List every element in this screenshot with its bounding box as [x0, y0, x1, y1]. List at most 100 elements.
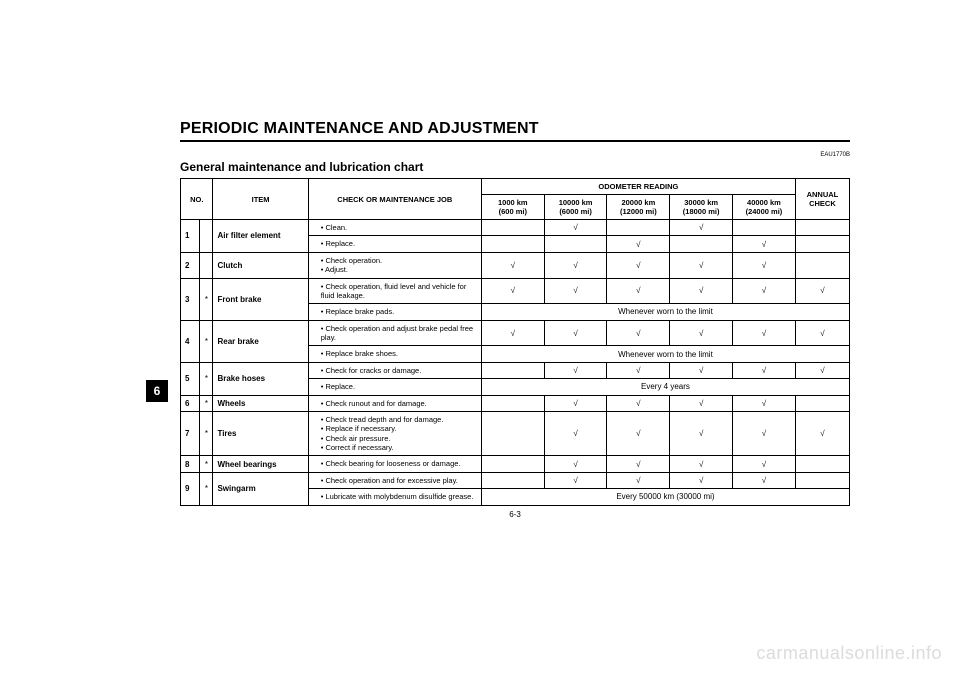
watermark: carmanualsonline.info: [756, 643, 942, 664]
cell-no: 5: [181, 362, 200, 395]
th-no: NO.: [181, 179, 213, 220]
th-odo: 30000 km(18000 mi): [670, 195, 733, 220]
cell-item: Swingarm: [213, 472, 308, 505]
cell-job: Replace.: [308, 236, 481, 252]
cell-annual: [795, 236, 849, 252]
cell-check: [481, 472, 544, 488]
cell-star: [200, 220, 213, 253]
cell-check: √: [733, 395, 796, 411]
cell-check: √: [544, 456, 607, 472]
cell-check: [481, 362, 544, 378]
cell-check: [481, 395, 544, 411]
cell-item: Wheels: [213, 395, 308, 411]
cell-check: √: [670, 472, 733, 488]
cell-job: Replace brake pads.: [308, 304, 481, 320]
page-content: PERIODIC MAINTENANCE AND ADJUSTMENT EAU1…: [180, 120, 850, 506]
cell-annual: [795, 395, 849, 411]
th-odo: 20000 km(12000 mi): [607, 195, 670, 220]
cell-item: Clutch: [213, 252, 308, 278]
th-job: CHECK OR MAINTENANCE JOB: [308, 179, 481, 220]
chapter-tab: 6: [146, 380, 168, 402]
cell-item: Air filter element: [213, 220, 308, 253]
cell-check: [481, 220, 544, 236]
cell-check: √: [670, 395, 733, 411]
cell-check: √: [733, 472, 796, 488]
cell-no: 2: [181, 252, 200, 278]
cell-check: √: [544, 362, 607, 378]
th-odo: 10000 km(6000 mi): [544, 195, 607, 220]
cell-check: √: [607, 236, 670, 252]
th-odo-group: ODOMETER READING: [481, 179, 795, 195]
cell-star: *: [200, 362, 213, 395]
cell-job: Check tread depth and for damage.Replace…: [308, 411, 481, 456]
cell-check: [607, 220, 670, 236]
cell-check: √: [670, 456, 733, 472]
cell-star: *: [200, 395, 213, 411]
cell-job: Check bearing for looseness or damage.: [308, 456, 481, 472]
th-item: ITEM: [213, 179, 308, 220]
heading-rule: PERIODIC MAINTENANCE AND ADJUSTMENT: [180, 120, 850, 142]
cell-no: 7: [181, 411, 200, 456]
cell-check: √: [544, 278, 607, 304]
cell-job: Replace brake shoes.: [308, 346, 481, 362]
cell-check: √: [607, 411, 670, 456]
cell-check: √: [607, 395, 670, 411]
cell-star: [200, 252, 213, 278]
cell-check: √: [544, 411, 607, 456]
cell-annual: [795, 252, 849, 278]
cell-check: √: [607, 320, 670, 346]
th-annual: ANNUAL CHECK: [795, 179, 849, 220]
cell-annual: [795, 456, 849, 472]
cell-item: Tires: [213, 411, 308, 456]
cell-star: *: [200, 320, 213, 362]
cell-check: √: [607, 278, 670, 304]
cell-star: *: [200, 472, 213, 505]
cell-star: *: [200, 278, 213, 320]
th-odo: 40000 km(24000 mi): [733, 195, 796, 220]
page-heading: PERIODIC MAINTENANCE AND ADJUSTMENT: [180, 120, 850, 138]
cell-check: √: [544, 320, 607, 346]
cell-job: Replace.: [308, 379, 481, 395]
cell-check: √: [544, 220, 607, 236]
cell-annual: [795, 472, 849, 488]
cell-no: 3: [181, 278, 200, 320]
cell-annual: √: [795, 278, 849, 304]
cell-job: Check operation, fluid level and vehicle…: [308, 278, 481, 304]
cell-job: Check for cracks or damage.: [308, 362, 481, 378]
cell-span-note: Every 4 years: [481, 379, 849, 395]
cell-item: Brake hoses: [213, 362, 308, 395]
cell-annual: √: [795, 411, 849, 456]
reference-code: EAU1770B: [180, 152, 850, 158]
cell-star: *: [200, 411, 213, 456]
cell-check: √: [544, 472, 607, 488]
cell-job: Check runout and for damage.: [308, 395, 481, 411]
cell-job: Check operation and for excessive play.: [308, 472, 481, 488]
cell-job: Clean.: [308, 220, 481, 236]
cell-check: [733, 220, 796, 236]
cell-check: √: [733, 252, 796, 278]
th-odo: 1000 km(600 mi): [481, 195, 544, 220]
cell-annual: [795, 220, 849, 236]
cell-item: Wheel bearings: [213, 456, 308, 472]
cell-check: √: [607, 252, 670, 278]
cell-check: √: [733, 236, 796, 252]
maintenance-table: NO. ITEM CHECK OR MAINTENANCE JOB ODOMET…: [180, 178, 850, 506]
cell-job: Lubricate with molybdenum disulfide grea…: [308, 489, 481, 505]
cell-item: Rear brake: [213, 320, 308, 362]
cell-check: [670, 236, 733, 252]
cell-check: √: [481, 252, 544, 278]
cell-check: [481, 236, 544, 252]
cell-annual: √: [795, 362, 849, 378]
cell-check: √: [481, 320, 544, 346]
cell-star: *: [200, 456, 213, 472]
cell-check: √: [670, 252, 733, 278]
cell-check: √: [670, 220, 733, 236]
cell-check: [481, 456, 544, 472]
cell-check: √: [481, 278, 544, 304]
cell-no: 6: [181, 395, 200, 411]
cell-check: √: [733, 320, 796, 346]
cell-span-note: Whenever worn to the limit: [481, 346, 849, 362]
cell-check: [481, 411, 544, 456]
cell-check: √: [733, 278, 796, 304]
cell-span-note: Every 50000 km (30000 mi): [481, 489, 849, 505]
